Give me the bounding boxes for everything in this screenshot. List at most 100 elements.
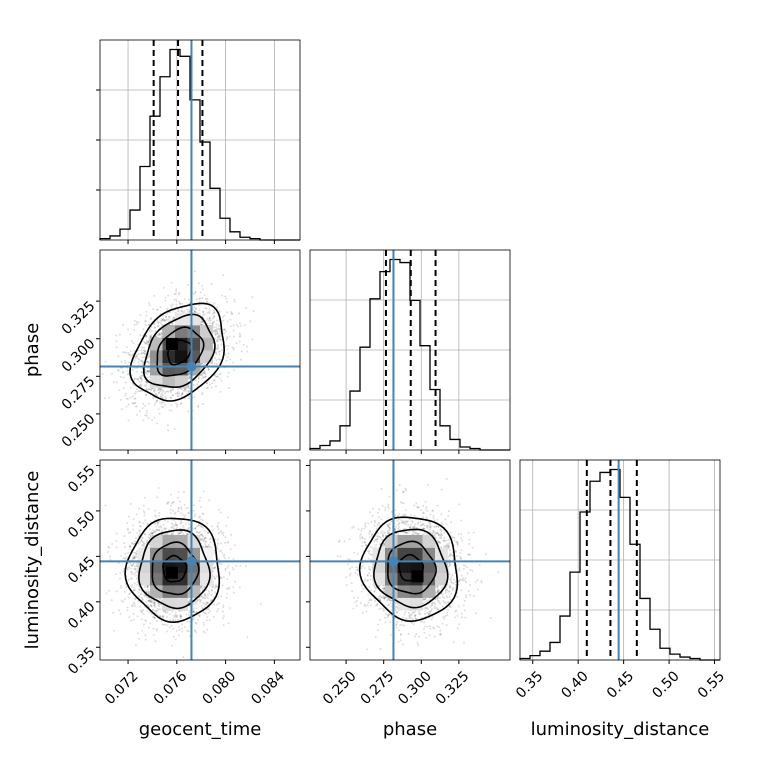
sample-point [122, 324, 125, 326]
sample-point [164, 390, 167, 393]
sample-point [154, 530, 157, 532]
sample-point [171, 610, 174, 613]
sample-point [206, 545, 208, 548]
sample-point [215, 585, 218, 588]
sample-point [140, 371, 143, 374]
sample-point [146, 360, 149, 363]
sample-point [156, 308, 159, 311]
sample-point [181, 623, 184, 626]
sample-point [122, 600, 125, 603]
sample-point [175, 523, 178, 526]
sample-point [130, 572, 133, 575]
sample-point [174, 615, 177, 618]
sample-point [206, 317, 209, 320]
sample-point [224, 344, 227, 347]
sample-point [161, 392, 164, 395]
sample-point [117, 369, 120, 372]
sample-point [88, 444, 90, 446]
sample-point [145, 334, 147, 337]
sample-point [138, 410, 141, 413]
sample-point [151, 387, 154, 390]
sample-point [160, 393, 163, 396]
sample-point [239, 358, 242, 361]
sample-point [153, 617, 156, 620]
sample-point [101, 373, 104, 375]
sample-point [210, 386, 213, 389]
sample-point [132, 353, 135, 356]
sample-point [157, 604, 160, 607]
sample-point [220, 530, 223, 533]
sample-point [176, 404, 179, 406]
sample-point [142, 349, 145, 352]
sample-point [193, 270, 196, 273]
sample-point [172, 519, 175, 521]
sample-point [214, 587, 216, 589]
sample-point [199, 297, 202, 300]
sample-point [214, 337, 216, 340]
sample-point [245, 565, 247, 568]
sample-point [187, 377, 190, 380]
sample-point [152, 531, 155, 534]
sample-point [145, 394, 148, 396]
sample-point [159, 615, 161, 618]
sample-point [119, 577, 122, 580]
sample-point [149, 622, 152, 625]
sample-point [203, 593, 206, 596]
sample-point [169, 619, 172, 622]
sample-point [177, 533, 179, 536]
sample-point [124, 392, 127, 395]
sample-point [155, 619, 158, 622]
sample-point [152, 397, 155, 400]
sample-point [218, 350, 221, 353]
sample-point [124, 359, 126, 362]
sample-point [107, 551, 109, 553]
sample-point [150, 612, 153, 615]
sample-point [146, 541, 149, 544]
sample-point [163, 319, 166, 322]
sample-point [120, 584, 123, 587]
sample-point [134, 598, 137, 601]
sample-point [214, 577, 217, 580]
sample-point [127, 397, 129, 400]
sample-point [126, 527, 129, 530]
sample-point [120, 554, 123, 557]
sample-point [130, 564, 133, 567]
sample-point [180, 530, 183, 533]
sample-point [201, 512, 204, 515]
sample-point [216, 340, 219, 343]
sample-point [203, 539, 205, 542]
sample-point [188, 299, 190, 301]
sample-point [169, 396, 172, 399]
sample-point [185, 522, 187, 525]
sample-point [172, 388, 175, 391]
sample-point [147, 370, 149, 373]
sample-point [202, 513, 205, 516]
sample-point [156, 394, 159, 397]
sample-point [219, 372, 222, 375]
sample-point [181, 393, 184, 396]
sample-point [153, 616, 156, 619]
sample-point [202, 601, 204, 604]
sample-point [201, 297, 204, 299]
sample-point [171, 394, 174, 397]
sample-point [130, 340, 133, 342]
sample-point [226, 320, 229, 323]
sample-point [134, 392, 136, 395]
sample-point [220, 542, 222, 545]
joint-panel-geocent_time-luminosity_distance [99, 459, 301, 661]
sample-point [133, 323, 136, 326]
sample-point [218, 327, 221, 330]
sample-point [147, 626, 150, 629]
sample-point [155, 528, 158, 531]
sample-point [217, 336, 220, 339]
sample-point [150, 601, 153, 604]
sample-point [201, 526, 204, 529]
sample-point [140, 360, 143, 363]
sample-point [204, 536, 207, 539]
sample-point [183, 387, 186, 390]
sample-point [143, 593, 146, 596]
sample-point [154, 402, 157, 405]
sample-point [170, 493, 173, 496]
panel-frame [99, 39, 301, 241]
sample-point [129, 545, 131, 548]
